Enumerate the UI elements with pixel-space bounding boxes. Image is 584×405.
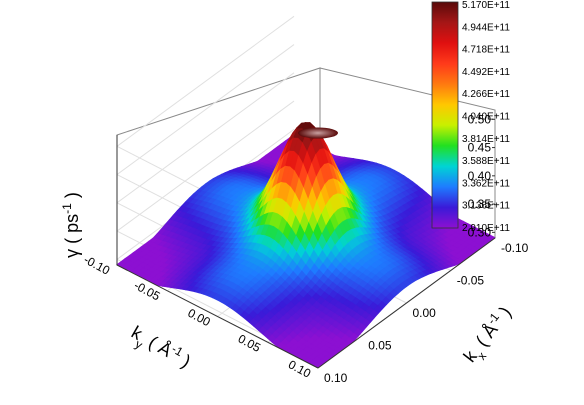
surface [116,122,496,368]
kx-tick-label: 0.00 [413,306,437,320]
colorbar-label: 4.492E+11 [462,67,510,78]
kx-tick-label: -0.10 [501,241,529,255]
colorbar-label: 4.944E+11 [462,22,510,33]
front-axes [116,135,496,369]
z-tick-label: 0.30 [468,225,492,239]
colorbar-label: 4.040E+11 [462,112,510,123]
colorbar-label: 5.170E+11 [462,0,510,11]
colorbar-label: 3.362E+11 [462,178,510,189]
colorbar-label: 2.910E+11 [462,223,510,234]
kx-tick-label: 0.10 [324,371,348,385]
surface-peak-cap [298,127,338,139]
wall-gridline [116,72,295,204]
colorbar-label: 4.718E+11 [462,45,510,56]
z-tick-labels: 0.30 0.35 0.40 0.45 0.50 [468,112,495,239]
x-axis-line [317,237,496,369]
z-axis-title: γ ( ps-1 ) [60,192,82,258]
kx-axis-title: kx ( Å-1 ) [458,301,520,369]
kx-tick-labels: -0.10 -0.05 0.00 0.05 0.10 [324,241,529,385]
colorbar-label: 3.588E+11 [462,156,510,167]
kx-tick-label: 0.05 [368,339,392,353]
z-tick-label: 0.50 [468,112,492,126]
wall-gridline [116,15,295,147]
wall-gridline [116,44,295,175]
colorbar-label: 4.266E+11 [462,89,510,100]
colorbar: 5.170E+11 4.944E+11 4.718E+11 4.492E+11 4.26… [431,0,510,234]
colorbar-label: 3.136E+11 [462,201,510,212]
colorbar-labels: 5.170E+11 4.944E+11 4.718E+11 4.492E+11 4.26… [462,0,510,234]
wall-gridline [116,100,295,232]
colorbar-gradient [431,1,459,229]
z-tick-label: 0.35 [468,197,492,211]
colorbar-label: 3.814E+11 [462,134,510,145]
z-tick-label: 0.45 [468,141,492,155]
kx-tick-label: -0.05 [457,274,485,288]
ky-axis-title: ky ( Å-1 ) [125,320,195,377]
y-axis-line [116,264,319,369]
z-tick-label: 0.40 [468,169,492,183]
ky-tick-label: -0.10 [81,252,112,277]
